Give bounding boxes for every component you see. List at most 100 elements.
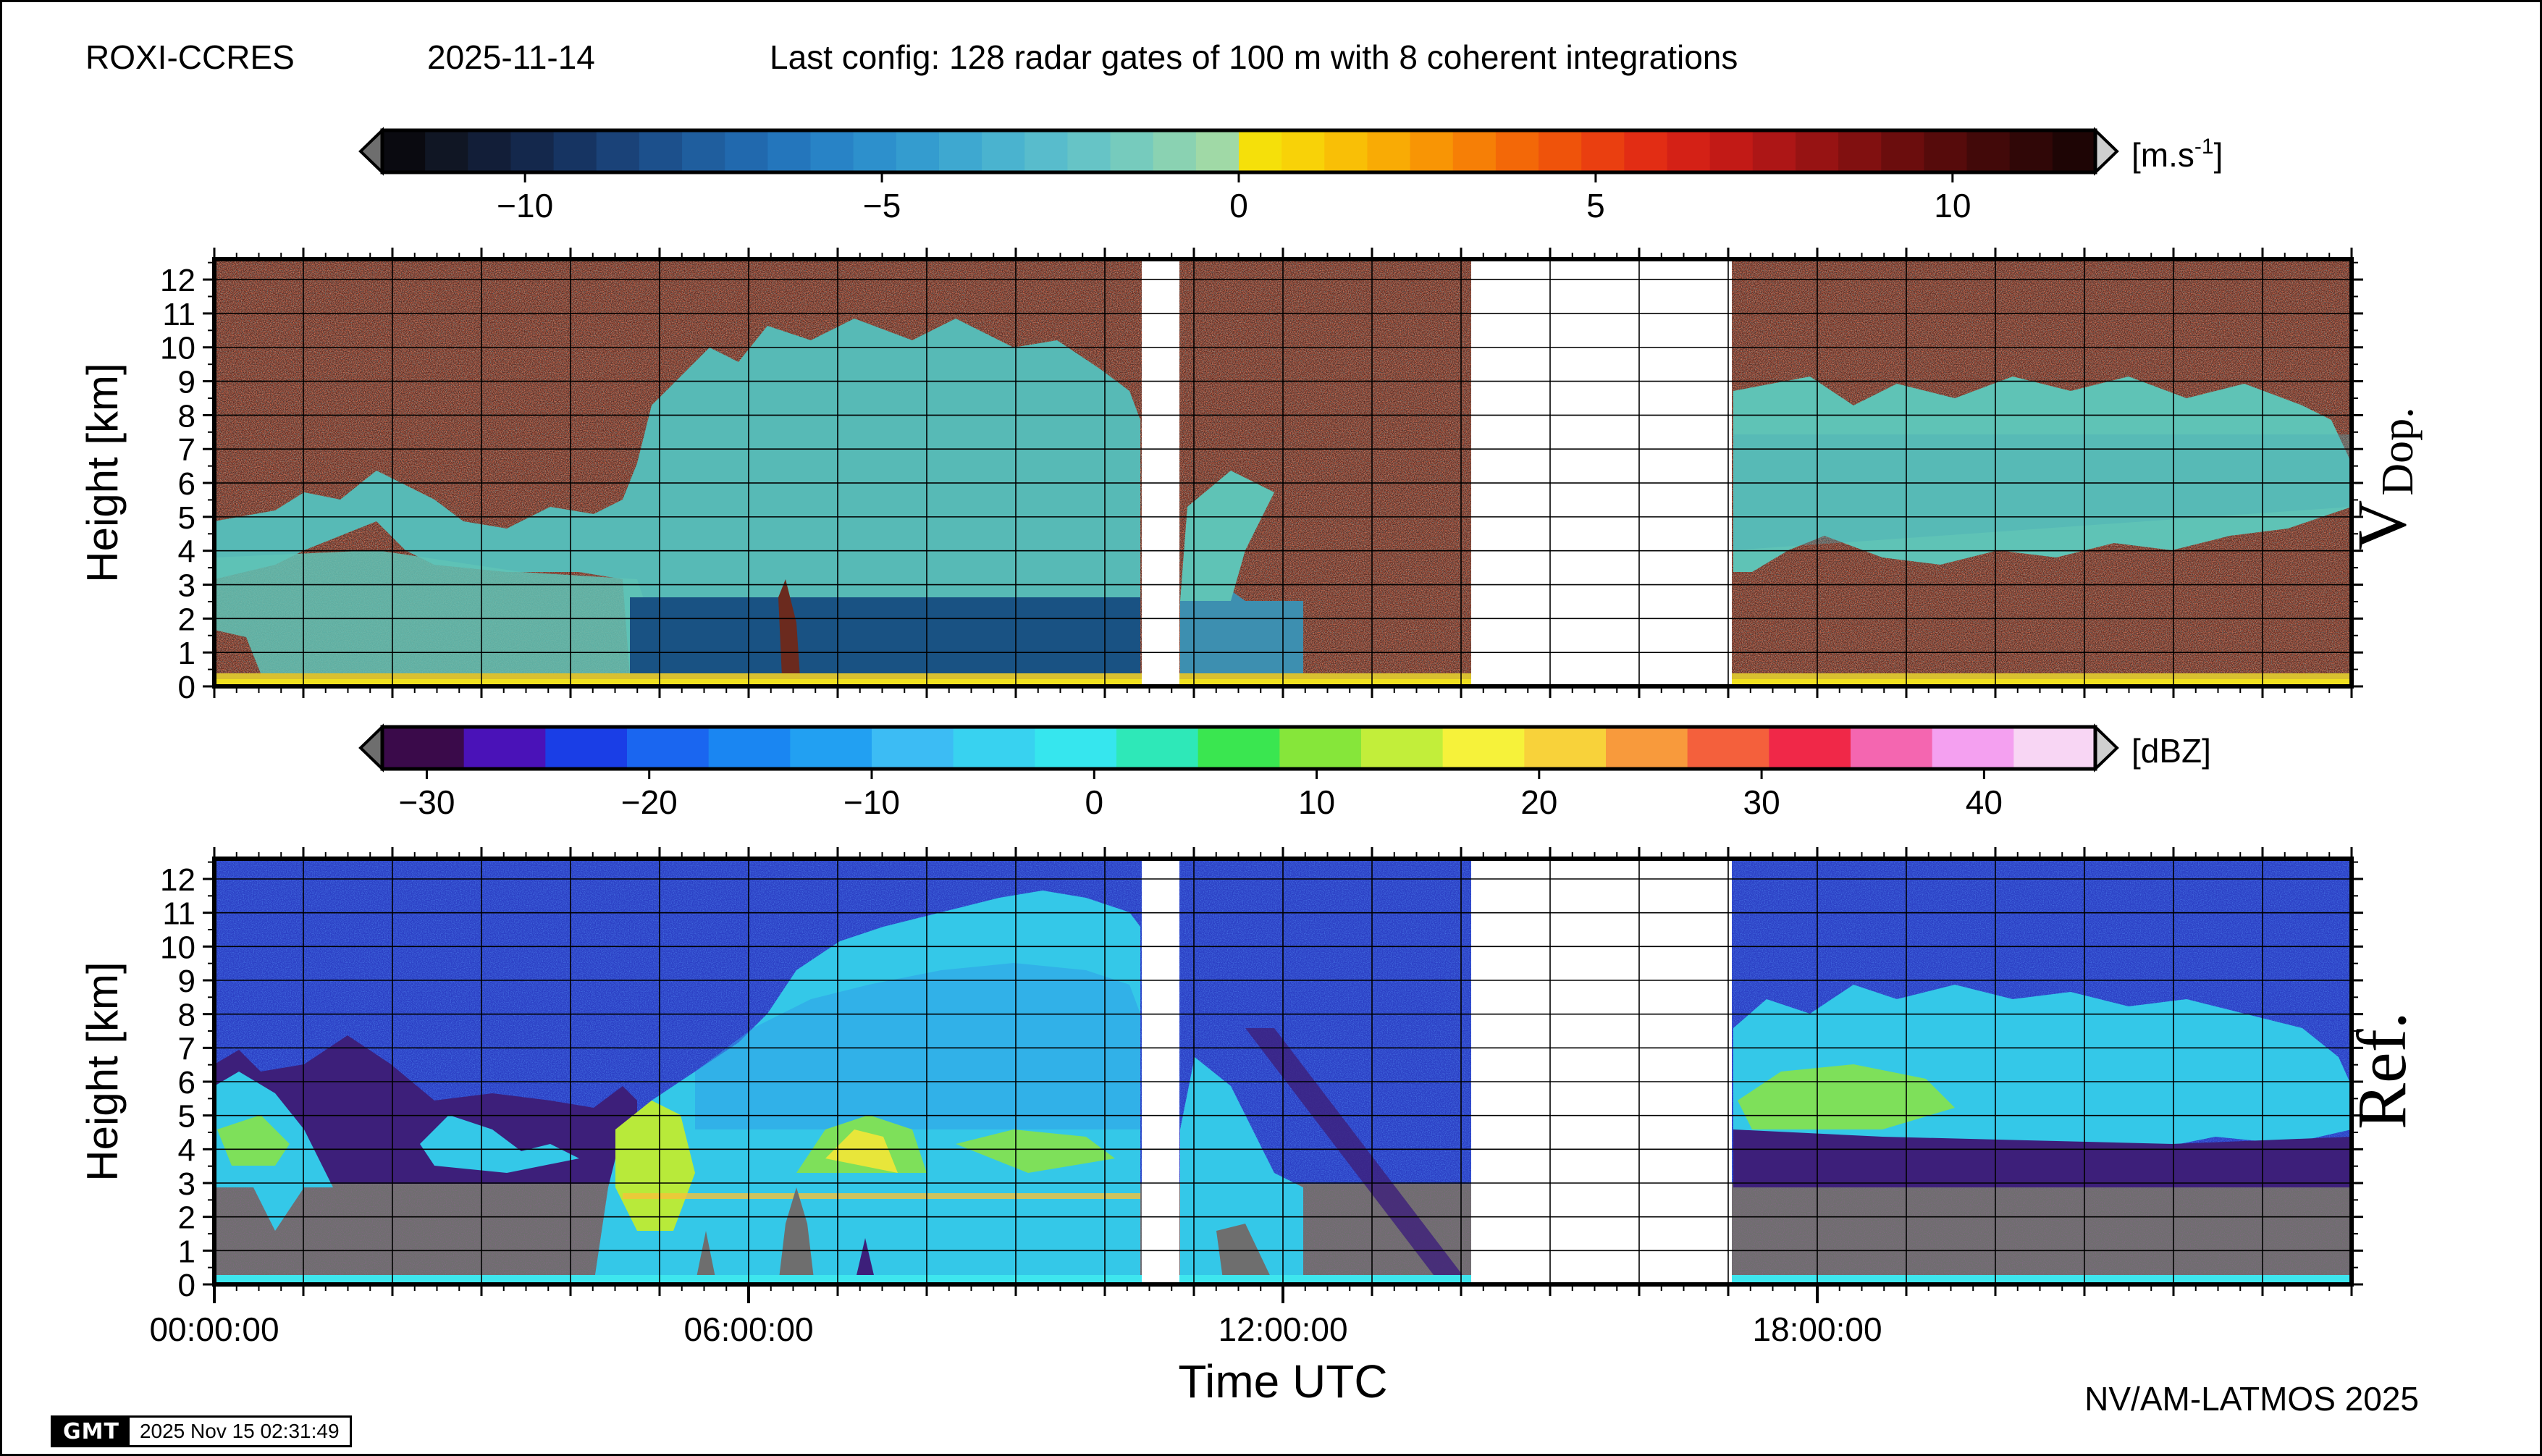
- reflectivity-ytick-label-0: 0: [178, 1268, 195, 1303]
- colorbar-velocity-swatch-22: [1324, 130, 1368, 172]
- reflectivity-colorbar: [358, 723, 2119, 773]
- colorbar-velocity-swatch-34: [1838, 130, 1882, 172]
- colorbar-reflectivity-tick-label-2: −10: [843, 783, 900, 821]
- velocity-ytick-label-6: 6: [178, 466, 195, 502]
- colorbar-reflectivity-border: [380, 725, 2097, 771]
- colorbar-velocity-swatch-10: [810, 130, 854, 172]
- colorbar-velocity-tick-label-1: −5: [863, 187, 901, 224]
- colorbar-reflectivity-tick-label-1: −20: [621, 783, 678, 821]
- reflectivity-ytick-label-12: 12: [160, 862, 195, 898]
- colorbar-velocity-tick-label-4: 10: [1934, 187, 1971, 224]
- colorbar-velocity-swatch-12: [896, 130, 940, 172]
- reflectivity-ytick-label-3: 3: [178, 1166, 195, 1202]
- colorbar-reflectivity-swatch-15: [1606, 727, 1688, 769]
- time-tick-label-0: 00:00:00: [149, 1310, 279, 1348]
- colorbar-reflectivity-tick-label-3: 0: [1085, 783, 1103, 821]
- reflectivity-ytick-label-6: 6: [178, 1065, 195, 1101]
- station-label: ROXI-CCRES: [85, 38, 295, 76]
- reflectivity-ytick-label-4: 4: [178, 1132, 195, 1168]
- colorbar-velocity-tick-label-3: 5: [1586, 187, 1605, 224]
- colorbar-velocity-high-arrow: [2094, 127, 2119, 176]
- time-tick-label-3: 18:00:00: [1752, 1310, 1882, 1348]
- colorbar-velocity-swatch-1: [425, 130, 469, 172]
- colorbar-reflectivity-high-arrow: [2094, 723, 2119, 773]
- velocity-colorbar: [358, 127, 2119, 176]
- velocity-ytick-label-0: 0: [178, 670, 195, 705]
- colorbar-velocity-swatch-18: [1153, 130, 1197, 172]
- colorbar-reflectivity-swatch-13: [1442, 727, 1525, 769]
- time-tick-label-2: 12:00:00: [1218, 1310, 1347, 1348]
- velocity-ytick-label-10: 10: [160, 331, 195, 366]
- colorbar-reflectivity-swatch-20: [2013, 727, 2096, 769]
- colorbar-reflectivity-swatch-0: [382, 727, 465, 769]
- reflectivity-ytick-label-8: 8: [178, 998, 195, 1033]
- colorbar-velocity-swatch-6: [639, 130, 683, 172]
- reflectivity-ytick-label-1: 1: [178, 1234, 195, 1269]
- colorbar-velocity-swatch-26: [1495, 130, 1539, 172]
- velocity-grid: [214, 259, 2352, 686]
- velocity-ytick-label-1: 1: [178, 636, 195, 671]
- render-timestamp: 2025 Nov 15 02:31:49: [129, 1418, 350, 1445]
- reflectivity-missing-data-1: [1142, 859, 1179, 1284]
- velocity-ytick-label-5: 5: [178, 500, 195, 536]
- credit-label: NV/AM-LATMOS 2025: [2084, 1380, 2419, 1418]
- colorbar-velocity-swatch-3: [510, 130, 555, 172]
- colorbar-velocity-swatch-4: [553, 130, 597, 172]
- colorbar-reflectivity-tick-label-4: 10: [1298, 783, 1335, 821]
- colorbar-reflectivity-swatch-18: [1851, 727, 1933, 769]
- colorbar-reflectivity-swatch-12: [1361, 727, 1444, 769]
- velocity-ytick-label-9: 9: [178, 365, 195, 400]
- colorbar-velocity-swatch-11: [853, 130, 897, 172]
- colorbar-reflectivity-swatch-19: [1932, 727, 2015, 769]
- date-label: 2025-11-14: [427, 38, 595, 76]
- colorbar-velocity-swatch-21: [1281, 130, 1326, 172]
- svg-text:VDop.: VDop.: [2343, 407, 2423, 550]
- colorbar-reflectivity-swatch-11: [1279, 727, 1362, 769]
- colorbar-velocity-swatch-36: [1924, 130, 1968, 172]
- colorbar-velocity-swatch-13: [938, 130, 982, 172]
- velocity-ytick-label-7: 7: [178, 432, 195, 468]
- colorbar-velocity-swatch-20: [1239, 130, 1282, 172]
- velocity-y-axis-label: Height [km]: [78, 363, 127, 582]
- reflectivity-missing-data-2: [1471, 859, 1732, 1284]
- velocity-ytick-label-12: 12: [160, 263, 195, 298]
- time-tick-label-1: 06:00:00: [683, 1310, 813, 1348]
- colorbar-velocity-swatch-17: [1110, 130, 1154, 172]
- velocity-missing-data-1: [1142, 259, 1179, 686]
- colorbar-velocity-swatch-16: [1067, 130, 1111, 172]
- colorbar-velocity-tick-label-0: −10: [497, 187, 553, 224]
- reflectivity-ytick-label-9: 9: [178, 964, 195, 999]
- colorbar-velocity-swatch-37: [1966, 130, 2011, 172]
- colorbar-reflectivity-swatch-2: [545, 727, 628, 769]
- velocity-missing-data-2: [1471, 259, 1732, 686]
- colorbar-velocity-swatch-0: [382, 130, 426, 172]
- colorbar-velocity-swatch-31: [1709, 130, 1754, 172]
- reflectivity-y-axis-label: Height [km]: [78, 961, 127, 1181]
- velocity-colorbar-unit: [m.s-1]: [2131, 135, 2223, 174]
- colorbar-velocity-swatch-7: [682, 130, 725, 172]
- svg-text:Ref.: Ref.: [2343, 1011, 2420, 1129]
- colorbar-velocity-swatch-35: [1881, 130, 1925, 172]
- reflectivity-panel-label: Ref.: [2343, 1011, 2420, 1129]
- colorbar-velocity-swatch-23: [1367, 130, 1411, 172]
- colorbar-reflectivity-swatch-14: [1524, 727, 1607, 769]
- colorbar-reflectivity-swatch-16: [1687, 727, 1770, 769]
- reflectivity-ytick-label-7: 7: [178, 1031, 195, 1066]
- colorbar-velocity-low-arrow: [358, 127, 384, 176]
- velocity-ytick-label-11: 11: [162, 297, 195, 332]
- reflectivity-ytick-label-11: 11: [162, 896, 195, 932]
- colorbar-velocity-swatch-15: [1024, 130, 1069, 172]
- colorbar-velocity-swatch-28: [1581, 130, 1625, 172]
- colorbar-reflectivity-swatch-6: [872, 727, 954, 769]
- reflectivity-colorbar-ticks: −30 −20 −10 0 10 20 30 40: [398, 769, 2003, 821]
- colorbar-velocity-swatch-24: [1410, 130, 1454, 172]
- config-label: Last config: 128 radar gates of 100 m wi…: [770, 38, 1738, 76]
- colorbar-velocity-swatch-8: [725, 130, 769, 172]
- velocity-ytick-label-4: 4: [178, 534, 195, 570]
- colorbar-reflectivity-swatch-17: [1769, 727, 1851, 769]
- colorbar-velocity-swatch-14: [982, 130, 1026, 172]
